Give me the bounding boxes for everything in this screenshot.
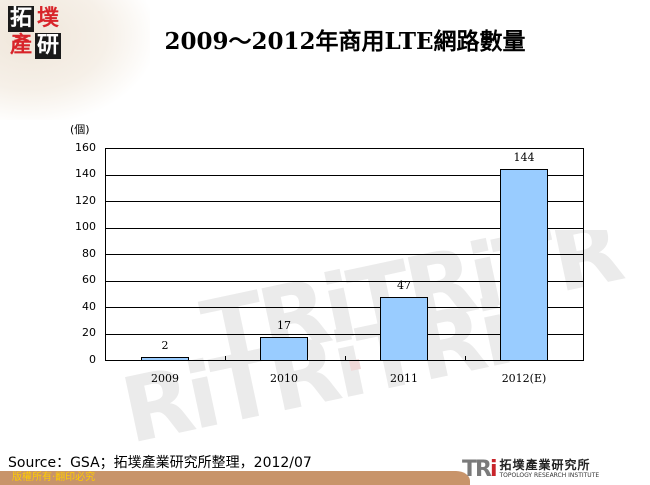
copyright-text: 版權所有‧翻印必究 bbox=[12, 472, 96, 483]
x-tick bbox=[345, 356, 346, 360]
footer-band bbox=[0, 471, 470, 485]
gridline bbox=[106, 280, 583, 282]
tri-mark-icon: TRi bbox=[462, 456, 497, 482]
gridline bbox=[106, 307, 583, 308]
x-axis-line bbox=[105, 360, 584, 361]
logo-char: 墣 bbox=[36, 6, 59, 31]
gridline bbox=[106, 201, 583, 202]
bar-2010 bbox=[260, 337, 308, 361]
y-tick: 0 bbox=[89, 353, 96, 366]
tri-footer-logo: TRi 拓墣產業研究所 TOPOLOGY RESEARCH INSTITUTE bbox=[462, 455, 599, 483]
slide-title: 2009～2012年商用LTE網路數量 bbox=[164, 28, 526, 55]
gridline bbox=[106, 254, 583, 255]
data-label: 2 bbox=[161, 339, 169, 352]
plot-area bbox=[105, 148, 584, 360]
x-label: 2012(E) bbox=[501, 372, 547, 385]
data-label: 47 bbox=[397, 279, 411, 292]
y-tick: 80 bbox=[82, 247, 96, 260]
tri-logo-block: 拓 墣 產 研 bbox=[8, 6, 62, 60]
org-name-cn: 拓墣產業研究所 bbox=[499, 457, 591, 472]
y-tick: 100 bbox=[75, 220, 96, 233]
gridline bbox=[106, 174, 583, 176]
y-tick: 20 bbox=[82, 326, 96, 339]
bar-2011 bbox=[380, 297, 428, 361]
x-label: 2011 bbox=[390, 372, 418, 385]
data-label: 17 bbox=[277, 319, 291, 332]
org-name-en: TOPOLOGY RESEARCH INSTITUTE bbox=[499, 471, 600, 479]
gridline bbox=[106, 227, 583, 229]
y-tick: 160 bbox=[75, 141, 96, 154]
x-label: 2009 bbox=[151, 372, 179, 385]
x-label: 2010 bbox=[270, 372, 298, 385]
bar-2009 bbox=[141, 357, 189, 361]
gridline bbox=[106, 333, 583, 335]
source-note: Source：GSA；拓墣產業研究所整理，2012/07 bbox=[8, 455, 312, 471]
y-tick: 40 bbox=[82, 300, 96, 313]
logo-char: 產 bbox=[9, 33, 32, 58]
x-tick bbox=[465, 356, 466, 360]
y-tick: 140 bbox=[75, 167, 96, 180]
logo-char: 拓 bbox=[8, 6, 34, 32]
y-axis-unit: (個) bbox=[70, 123, 90, 136]
y-tick: 120 bbox=[75, 194, 96, 207]
bar-2012e bbox=[500, 169, 548, 361]
y-tick: 60 bbox=[82, 273, 96, 286]
data-label: 144 bbox=[513, 151, 535, 164]
logo-char: 研 bbox=[35, 33, 61, 59]
x-tick bbox=[225, 356, 226, 360]
